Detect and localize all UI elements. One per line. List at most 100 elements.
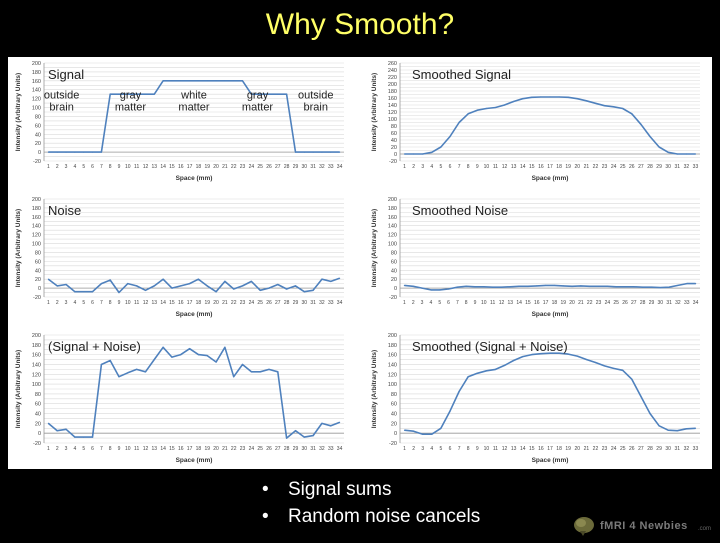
x-tick-label: 24 [249, 300, 255, 306]
series-line [47, 346, 340, 439]
data-point [188, 348, 191, 350]
data-point [303, 291, 305, 293]
y-tick-label: -20 [33, 441, 41, 447]
x-tick-label: 11 [493, 164, 498, 170]
y-tick-label: 260 [388, 61, 397, 67]
x-tick-label: 25 [613, 300, 619, 306]
x-tick-label: 7 [458, 164, 461, 170]
x-tick-label: 32 [319, 300, 325, 306]
data-point [277, 371, 279, 373]
data-point [136, 368, 138, 370]
data-point [522, 356, 524, 358]
data-point [136, 93, 138, 95]
data-point [224, 346, 226, 348]
data-point [153, 285, 155, 287]
x-tick-label: 25 [257, 300, 263, 306]
y-tick-label: 0 [394, 431, 397, 437]
x-tick-label: 4 [73, 300, 76, 306]
x-tick-label: 17 [547, 164, 553, 170]
y-tick-label: 80 [35, 250, 41, 256]
x-tick-label: 3 [421, 300, 424, 306]
data-point [171, 80, 173, 82]
data-point [100, 283, 102, 285]
y-tick-label: 200 [32, 61, 41, 67]
x-tick-label: 19 [204, 164, 210, 170]
data-point [439, 289, 441, 291]
bullet-item: • Random noise cancels [262, 506, 481, 527]
x-tick-label: 22 [231, 164, 237, 170]
x-tick-label: 13 [152, 300, 158, 306]
y-tick-label: 100 [32, 106, 41, 112]
x-tick-label: 12 [502, 446, 508, 452]
data-point [597, 285, 600, 287]
data-point [483, 286, 485, 288]
x-tick-label: 14 [520, 446, 526, 452]
data-point [338, 421, 341, 423]
x-tick-label: 15 [529, 446, 535, 452]
data-point [312, 435, 314, 437]
bullet-item: • Signal sums [262, 479, 392, 500]
data-point [509, 286, 511, 288]
x-tick-label: 6 [449, 446, 452, 452]
y-tick-label: 100 [388, 382, 397, 388]
data-point [321, 151, 323, 153]
data-point [162, 80, 164, 82]
x-tick-label: 20 [569, 300, 575, 306]
x-tick-label: 30 [302, 300, 308, 306]
data-point [686, 283, 688, 285]
y-tick-label: 80 [391, 392, 397, 398]
x-tick-label: 25 [257, 446, 263, 452]
x-tick-label: 6 [447, 300, 450, 306]
data-point [558, 352, 560, 354]
chart-annotation: matter [242, 102, 274, 114]
data-point [431, 151, 433, 153]
data-point [576, 355, 578, 357]
x-tick-label: 21 [584, 164, 590, 170]
data-point [330, 280, 332, 283]
x-tick-label: 23 [240, 164, 246, 170]
y-tick-label: 40 [391, 138, 397, 144]
data-point [144, 93, 147, 95]
bullet-text: Random noise cancels [288, 506, 481, 527]
x-tick-label: 2 [412, 300, 415, 306]
data-point [640, 395, 642, 397]
data-point [180, 354, 182, 356]
data-point [403, 284, 406, 287]
x-tick-label: 10 [484, 164, 490, 170]
data-point [303, 151, 305, 153]
x-tick-label: 26 [266, 446, 272, 452]
x-tick-label: 15 [169, 446, 175, 452]
x-tick-label: 32 [319, 446, 325, 452]
data-point [127, 283, 129, 285]
x-tick-label: 32 [684, 164, 690, 170]
data-point [465, 285, 467, 287]
x-tick-label: 25 [620, 164, 626, 170]
chart-annotation: outside [44, 90, 79, 102]
x-tick-label: 21 [222, 164, 228, 170]
data-point [312, 151, 314, 153]
data-point [259, 93, 261, 95]
data-point [494, 368, 497, 370]
data-point [312, 289, 314, 291]
x-tick-label: 15 [525, 300, 531, 306]
y-tick-label: 200 [32, 333, 41, 339]
x-tick-label: 22 [593, 446, 599, 452]
chart-title: Smoothed Noise [412, 203, 508, 218]
data-point [83, 151, 85, 153]
x-tick-label: 10 [125, 446, 131, 452]
y-tick-label: 120 [32, 372, 41, 378]
data-point [440, 146, 442, 148]
y-tick-label: 120 [32, 97, 41, 103]
x-tick-label: 33 [328, 300, 334, 306]
x-tick-label: 24 [611, 446, 617, 452]
x-tick-label: 2 [56, 300, 59, 306]
data-point [259, 371, 261, 373]
x-tick-label: 19 [560, 300, 566, 306]
data-point [649, 135, 651, 138]
data-point [567, 353, 569, 355]
x-tick-label: 9 [476, 446, 479, 452]
data-point [330, 151, 332, 153]
data-point [241, 80, 244, 82]
x-tick-label: 28 [647, 164, 653, 170]
